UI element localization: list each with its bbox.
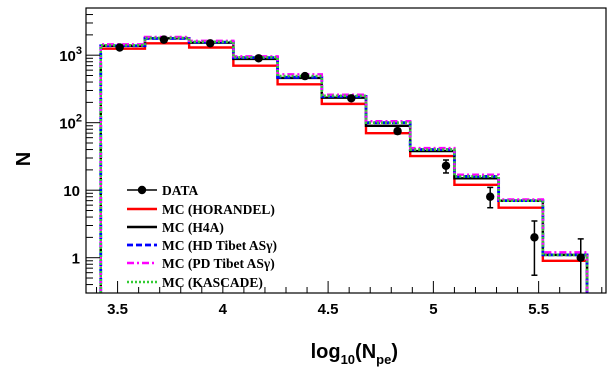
data-point	[530, 233, 539, 242]
x-tick-label: 4	[219, 301, 228, 318]
x-axis-label-sub2: pe	[376, 352, 391, 367]
legend: DATA MC (HORANDEL) MC (H4A) MC (HD Tibet AS…	[127, 183, 277, 290]
series-line-kascade	[99, 36, 589, 293]
y-tick-label: 1	[72, 251, 80, 268]
y-tick-label-exponent: 2	[76, 113, 82, 125]
legend-label-h4a: MC (H4A)	[162, 220, 224, 235]
legend-label-pd-tibet: MC (PD Tibet ASγ)	[162, 256, 275, 271]
y-tick-label: 10	[63, 183, 80, 200]
x-axis-label: log10(Npe)	[311, 341, 398, 367]
data-point	[206, 39, 215, 48]
y-tick-label-exponent: 3	[76, 45, 82, 57]
y-tick-label: 103	[59, 45, 82, 65]
x-tick-label: 4.5	[318, 301, 339, 318]
data-point	[576, 253, 585, 262]
data-point	[347, 94, 356, 103]
data-point	[300, 71, 310, 81]
legend-label-data: DATA	[162, 183, 198, 198]
y-tick-label-base: 10	[59, 116, 76, 133]
x-tick-label: 5	[429, 301, 437, 318]
x-tick-label: 5.5	[528, 301, 549, 318]
y-tick-label-base: 10	[59, 48, 76, 65]
x-axis-label-end: )	[391, 341, 398, 363]
data-point	[486, 192, 495, 201]
legend-label-horandel: MC (HORANDEL)	[162, 202, 275, 217]
data-point	[254, 54, 263, 63]
x-axis-label-sub1: 10	[341, 352, 355, 367]
data-point	[115, 43, 124, 52]
y-tick-label: 102	[59, 113, 82, 133]
plot-frame	[85, 7, 607, 294]
legend-label-hd-tibet: MC (HD Tibet ASγ)	[162, 238, 277, 253]
x-axis-label-mid: (N	[355, 341, 376, 363]
data-point	[393, 126, 402, 136]
x-tick-label: 3.5	[107, 301, 128, 318]
plot-area	[99, 35, 589, 293]
data-point	[441, 161, 451, 170]
y-axis-label: N	[13, 152, 35, 166]
legend-marker-data-point	[137, 185, 147, 195]
plot-layer	[99, 35, 589, 293]
x-axis-label-main: log	[311, 341, 341, 363]
series-line-horandel	[99, 42, 589, 293]
data-point	[159, 35, 169, 44]
legend-label-kascade: MC (KASCADE)	[162, 275, 263, 290]
